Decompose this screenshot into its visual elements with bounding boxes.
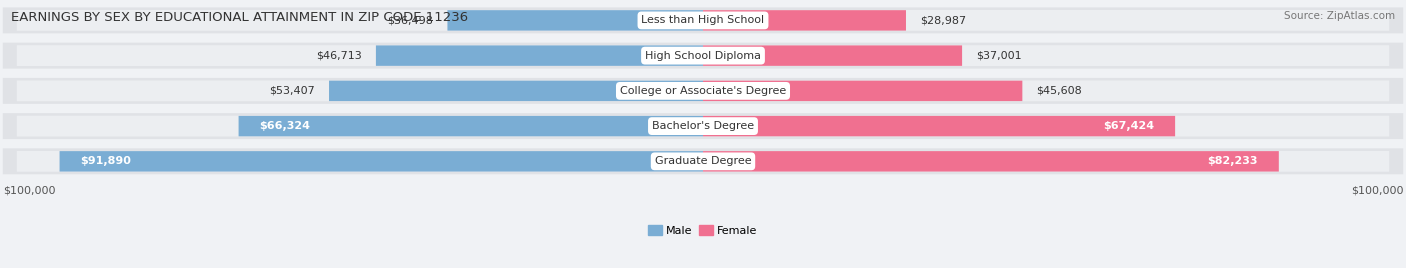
FancyBboxPatch shape xyxy=(17,10,1389,31)
Text: $36,498: $36,498 xyxy=(388,15,433,25)
Text: $37,001: $37,001 xyxy=(976,51,1022,61)
FancyBboxPatch shape xyxy=(59,151,703,172)
FancyBboxPatch shape xyxy=(239,116,703,136)
Text: College or Associate's Degree: College or Associate's Degree xyxy=(620,86,786,96)
Text: $82,233: $82,233 xyxy=(1208,156,1258,166)
Text: High School Diploma: High School Diploma xyxy=(645,51,761,61)
Text: $28,987: $28,987 xyxy=(920,15,966,25)
Text: $66,324: $66,324 xyxy=(260,121,311,131)
Text: $100,000: $100,000 xyxy=(1351,185,1403,195)
Text: $46,713: $46,713 xyxy=(316,51,361,61)
FancyBboxPatch shape xyxy=(329,81,703,101)
Text: EARNINGS BY SEX BY EDUCATIONAL ATTAINMENT IN ZIP CODE 11236: EARNINGS BY SEX BY EDUCATIONAL ATTAINMEN… xyxy=(11,11,468,24)
Text: Source: ZipAtlas.com: Source: ZipAtlas.com xyxy=(1284,11,1395,21)
FancyBboxPatch shape xyxy=(447,10,703,31)
Text: Bachelor's Degree: Bachelor's Degree xyxy=(652,121,754,131)
Legend: Male, Female: Male, Female xyxy=(644,221,762,240)
FancyBboxPatch shape xyxy=(3,148,1403,174)
FancyBboxPatch shape xyxy=(375,45,703,66)
FancyBboxPatch shape xyxy=(3,43,1403,69)
FancyBboxPatch shape xyxy=(3,113,1403,139)
Text: Graduate Degree: Graduate Degree xyxy=(655,156,751,166)
Text: $91,890: $91,890 xyxy=(80,156,131,166)
FancyBboxPatch shape xyxy=(3,78,1403,104)
Text: $45,608: $45,608 xyxy=(1036,86,1083,96)
FancyBboxPatch shape xyxy=(17,116,1389,136)
Text: $100,000: $100,000 xyxy=(3,185,55,195)
FancyBboxPatch shape xyxy=(17,80,1389,101)
FancyBboxPatch shape xyxy=(703,45,962,66)
FancyBboxPatch shape xyxy=(17,45,1389,66)
FancyBboxPatch shape xyxy=(17,151,1389,172)
FancyBboxPatch shape xyxy=(703,10,905,31)
Text: $53,407: $53,407 xyxy=(270,86,315,96)
FancyBboxPatch shape xyxy=(703,116,1175,136)
FancyBboxPatch shape xyxy=(703,151,1279,172)
FancyBboxPatch shape xyxy=(3,8,1403,33)
Text: Less than High School: Less than High School xyxy=(641,15,765,25)
FancyBboxPatch shape xyxy=(703,81,1022,101)
Text: $67,424: $67,424 xyxy=(1102,121,1154,131)
